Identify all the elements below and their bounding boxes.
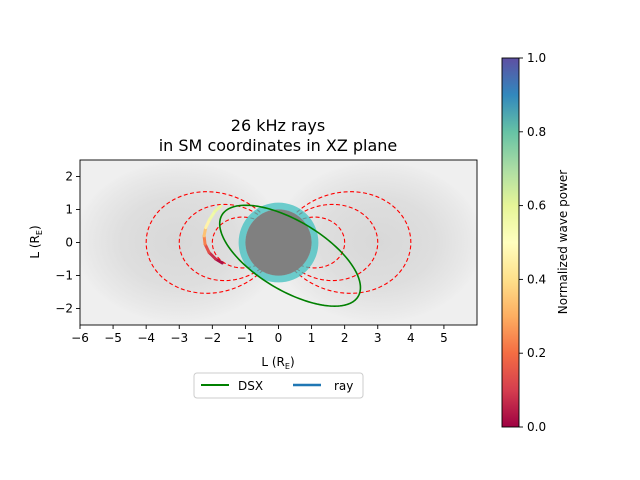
x-axis-label-main: L (R <box>261 355 285 369</box>
chart-title-line2: in SM coordinates in XZ plane <box>159 136 398 155</box>
y-axis-label-end: ) <box>28 225 42 230</box>
x-tick-label: −2 <box>203 331 221 345</box>
colorbar-gradient <box>501 57 520 428</box>
chart-title-line1: 26 kHz rays <box>231 116 325 135</box>
x-tick-label: −1 <box>237 331 255 345</box>
ray-segment <box>207 250 218 261</box>
plot-area: −6 −5 −4 −3 −2 −1 0 1 2 3 4 5 −2 −1 0 1 2 <box>55 159 478 345</box>
x-tick-label: −6 <box>71 331 89 345</box>
colorbar-ticks: 0.0 0.2 0.4 0.6 0.8 1.0 <box>519 51 546 434</box>
colorbar-tick-label: 0.6 <box>527 199 546 213</box>
legend: DSX ray <box>193 372 364 399</box>
colorbar-tick-label: 1.0 <box>527 51 546 65</box>
y-tick-label: 2 <box>65 170 73 184</box>
y-tick-label: 1 <box>65 203 73 217</box>
x-axis-ticks: −6 −5 −4 −3 −2 −1 0 1 2 3 4 5 <box>71 325 448 345</box>
plasmasphere-ring <box>238 202 319 283</box>
x-tick-label: 1 <box>308 331 316 345</box>
legend-box <box>193 372 364 399</box>
x-tick-label: −4 <box>137 331 155 345</box>
dsx-orbit <box>218 204 362 307</box>
colorbar-tick-label: 0.4 <box>527 272 546 286</box>
ray-segment <box>204 217 212 230</box>
y-tick-label: −1 <box>55 269 73 283</box>
colorbar-label: Normalized wave power <box>556 170 570 314</box>
colorbar-tick-label: 0.2 <box>527 346 546 360</box>
colorbar-tick-label: 0.0 <box>527 420 546 434</box>
y-axis-ticks: −2 −1 0 1 2 <box>55 170 80 316</box>
ray-segment <box>213 204 223 213</box>
ray-path <box>202 204 224 265</box>
x-tick-label: 3 <box>374 331 382 345</box>
legend-ray-label: ray <box>334 379 353 393</box>
earth-disk <box>245 209 312 276</box>
x-tick-label: 2 <box>341 331 349 345</box>
density-cloud-right <box>274 162 477 322</box>
y-tick-label: 0 <box>65 236 73 250</box>
x-tick-label: 4 <box>407 331 415 345</box>
x-tick-label: 5 <box>440 331 448 345</box>
ray-segment <box>203 242 211 254</box>
x-axis-label-end: ) <box>290 355 295 369</box>
y-axis-label-main: L (R <box>28 235 42 259</box>
x-tick-label: −5 <box>104 331 122 345</box>
legend-dsx-label: DSX <box>238 379 263 393</box>
density-cloud-left <box>80 162 283 322</box>
x-axis-label-subscript: E <box>285 362 290 371</box>
x-axis-label: L (RE) <box>261 355 294 371</box>
ray-segment <box>208 209 217 221</box>
x-tick-label: 0 <box>275 331 283 345</box>
y-axis-label: L (RE) <box>28 225 44 258</box>
x-tick-label: −3 <box>170 331 188 345</box>
colorbar: 0.0 0.2 0.4 0.6 0.8 1.0 Normalized wave power <box>501 51 570 434</box>
y-tick-label: −2 <box>55 302 73 316</box>
colorbar-tick-label: 0.8 <box>527 125 546 139</box>
y-axis-label-subscript: E <box>35 230 44 235</box>
